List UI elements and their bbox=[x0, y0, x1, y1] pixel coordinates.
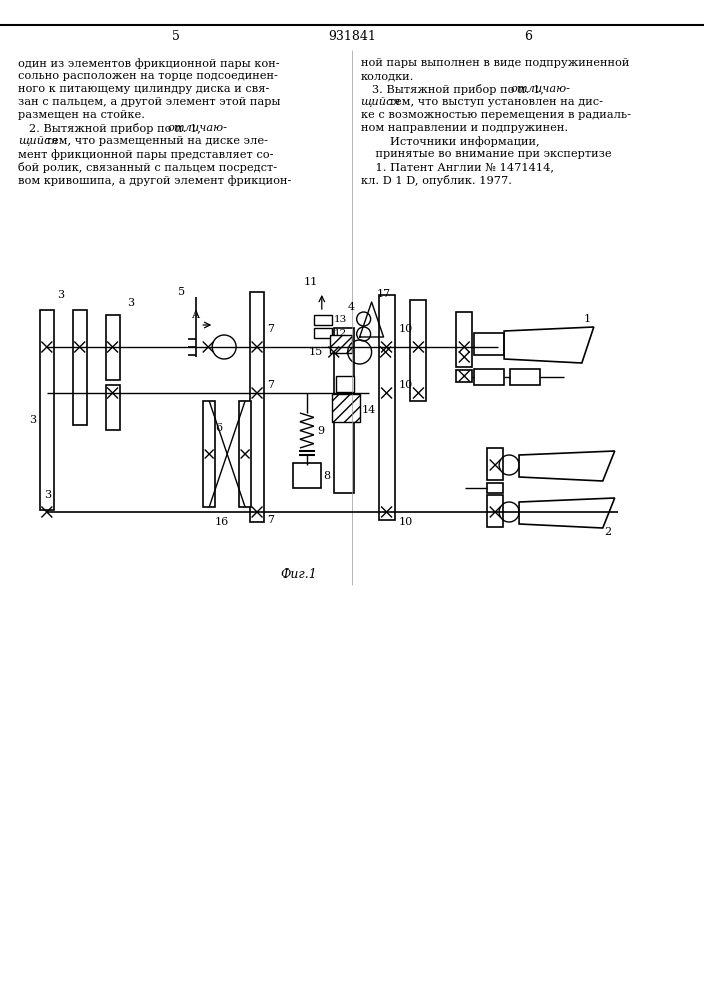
Text: 10: 10 bbox=[399, 324, 413, 334]
Polygon shape bbox=[519, 498, 614, 528]
Bar bbox=[487, 483, 503, 493]
Text: отличаю-: отличаю- bbox=[510, 84, 571, 94]
Text: 2. Вытяжной прибор по п. 1,: 2. Вытяжной прибор по п. 1, bbox=[18, 123, 204, 134]
Text: 13: 13 bbox=[334, 316, 347, 324]
Text: 1: 1 bbox=[584, 314, 591, 324]
Text: один из элементов фрикционной пары кон-: один из элементов фрикционной пары кон- bbox=[18, 58, 279, 69]
Bar bbox=[456, 370, 472, 382]
Text: сольно расположен на торце подсоединен-: сольно расположен на торце подсоединен- bbox=[18, 71, 278, 81]
Text: 9: 9 bbox=[317, 426, 324, 436]
Text: размещен на стойке.: размещен на стойке. bbox=[18, 110, 145, 120]
Polygon shape bbox=[504, 327, 594, 363]
Text: принятые во внимание при экспертизе: принятые во внимание при экспертизе bbox=[361, 149, 612, 159]
Text: 10: 10 bbox=[399, 517, 413, 527]
Text: кл. D 1 D, опублик. 1977.: кл. D 1 D, опублик. 1977. bbox=[361, 175, 512, 186]
Text: 1. Патент Англии № 1471414,: 1. Патент Англии № 1471414, bbox=[361, 162, 554, 172]
Text: 7: 7 bbox=[267, 380, 274, 390]
Bar bbox=[487, 495, 503, 527]
Text: 5: 5 bbox=[173, 30, 180, 43]
Text: Фиг.1: Фиг.1 bbox=[281, 568, 317, 582]
Bar bbox=[474, 333, 504, 355]
Bar bbox=[456, 312, 472, 367]
Bar bbox=[203, 401, 215, 507]
Text: 3: 3 bbox=[57, 290, 64, 300]
Text: 4: 4 bbox=[348, 302, 355, 312]
Text: 2: 2 bbox=[604, 527, 612, 537]
Text: отличаю-: отличаю- bbox=[168, 123, 228, 133]
Text: колодки.: колодки. bbox=[361, 71, 414, 81]
Text: бой ролик, связанный с пальцем посредст-: бой ролик, связанный с пальцем посредст- bbox=[18, 162, 277, 173]
Text: 10: 10 bbox=[399, 380, 413, 390]
Bar bbox=[250, 292, 264, 522]
Bar bbox=[314, 328, 332, 338]
Text: ной пары выполнен в виде подпружиненной: ной пары выполнен в виде подпружиненной bbox=[361, 58, 629, 68]
Bar bbox=[314, 315, 332, 325]
Text: тем, что размещенный на диске эле-: тем, что размещенный на диске эле- bbox=[42, 136, 268, 146]
Bar bbox=[378, 295, 395, 520]
Bar bbox=[334, 328, 354, 493]
Bar bbox=[293, 463, 321, 488]
Text: 14: 14 bbox=[362, 405, 376, 415]
Text: щийся: щийся bbox=[361, 97, 401, 107]
Text: ного к питающему цилиндру диска и свя-: ного к питающему цилиндру диска и свя- bbox=[18, 84, 269, 94]
Text: вом кривошипа, а другой элемент фрикцион-: вом кривошипа, а другой элемент фрикцион… bbox=[18, 175, 291, 186]
Bar bbox=[73, 310, 87, 425]
Text: 3: 3 bbox=[127, 298, 134, 308]
Bar bbox=[336, 376, 354, 392]
Bar bbox=[487, 448, 503, 480]
Text: Источники информации,: Источники информации, bbox=[361, 136, 539, 147]
Bar bbox=[329, 335, 351, 353]
Text: 6: 6 bbox=[215, 423, 222, 433]
Polygon shape bbox=[519, 451, 614, 481]
Text: 5: 5 bbox=[178, 287, 185, 297]
Bar bbox=[474, 369, 504, 385]
Text: тем, что выступ установлен на дис-: тем, что выступ установлен на дис- bbox=[385, 97, 603, 107]
Text: 3. Вытяжной прибор по п. 1,: 3. Вытяжной прибор по п. 1, bbox=[361, 84, 547, 95]
Text: зан с пальцем, а другой элемент этой пары: зан с пальцем, а другой элемент этой пар… bbox=[18, 97, 281, 107]
Bar bbox=[239, 401, 251, 507]
Text: 7: 7 bbox=[267, 515, 274, 525]
Text: 15: 15 bbox=[309, 347, 323, 357]
Bar bbox=[105, 315, 119, 380]
Text: щийся: щийся bbox=[18, 136, 58, 146]
Bar bbox=[411, 300, 426, 401]
Text: 3: 3 bbox=[44, 490, 51, 500]
Text: ном направлении и подпружинен.: ном направлении и подпружинен. bbox=[361, 123, 568, 133]
Bar bbox=[332, 394, 360, 422]
Bar bbox=[510, 369, 540, 385]
Bar bbox=[105, 385, 119, 430]
Text: 6: 6 bbox=[524, 30, 532, 43]
Text: A: A bbox=[192, 310, 199, 320]
Text: 7: 7 bbox=[267, 324, 274, 334]
Text: 11: 11 bbox=[304, 277, 318, 287]
Text: мент фрикционной пары представляет со-: мент фрикционной пары представляет со- bbox=[18, 149, 274, 160]
Bar bbox=[40, 310, 54, 510]
Text: 17: 17 bbox=[377, 289, 391, 299]
Text: 8: 8 bbox=[323, 471, 330, 481]
Text: 3: 3 bbox=[29, 415, 36, 425]
Text: 16: 16 bbox=[214, 517, 228, 527]
Text: ке с возможностью перемещения в радиаль-: ке с возможностью перемещения в радиаль- bbox=[361, 110, 631, 120]
Text: 931841: 931841 bbox=[328, 30, 375, 43]
Text: 12: 12 bbox=[334, 328, 347, 338]
